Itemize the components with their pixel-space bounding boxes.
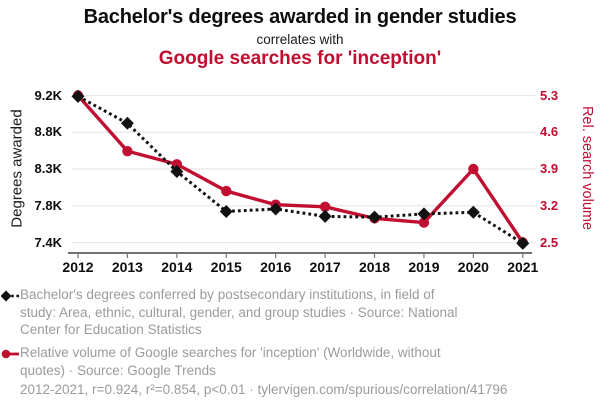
page-title: Bachelor's degrees awarded in gender stu…: [83, 6, 517, 28]
y-tick-left: 8.3K: [34, 161, 62, 176]
legend-text-degrees: Bachelor's degrees conferred by postseco…: [20, 286, 480, 339]
y-tick-right: 4.6: [540, 124, 559, 140]
red-subtitle: Google searches for 'inception': [158, 48, 442, 69]
x-tick-year: 2019: [408, 259, 440, 275]
x-tick-year: 2013: [111, 259, 143, 275]
y-tick-right: 3.2: [540, 197, 559, 213]
y-tick-left: 7.4K: [34, 234, 62, 250]
x-tick-year: 2014: [161, 259, 193, 275]
x-tick-year: 2017: [309, 259, 341, 275]
legend-item-searches: Relative volume of Google searches for '…: [0, 344, 600, 379]
legend-line: quotes) · Source: Google Trends: [20, 362, 216, 378]
legend-line: Bachelor's degrees conferred by postseco…: [20, 287, 435, 302]
y-tick-right: 3.9: [540, 161, 559, 176]
legend-item-degrees: Bachelor's degrees conferred by postseco…: [0, 286, 600, 339]
legend-black-diamond-dashed-icon: [0, 289, 19, 307]
x-tick-year: 2020: [457, 259, 489, 275]
legend-red-circle-solid-icon: [1, 347, 19, 365]
legend-line: Relative volume of Google searches for '…: [20, 345, 441, 360]
y-tick-right: 2.5: [540, 234, 559, 250]
x-tick-year: 2016: [260, 259, 292, 275]
legend-line: Center for Education Statistics: [20, 322, 202, 337]
footer-stats: 2012-2021, r=0.924, r²=0.854, p<0.01 · t…: [20, 382, 508, 397]
legend-line: study: Area, ethnic, cultural, gender, a…: [20, 304, 458, 320]
correlates-with-label: correlates with: [256, 32, 344, 47]
y-tick-left: 7.8K: [34, 197, 62, 213]
y-tick-right: 5.3: [540, 87, 559, 103]
y-tick-left: 9.2K: [34, 87, 62, 103]
x-tick-year: 2021: [507, 259, 539, 275]
x-tick-year: 2018: [358, 259, 391, 275]
x-tick-year: 2015: [210, 259, 242, 275]
y-tick-left: 8.8K: [34, 124, 62, 140]
legend-text-searches: Relative volume of Google searches for '…: [20, 344, 480, 379]
x-tick-year: 2012: [62, 259, 94, 275]
